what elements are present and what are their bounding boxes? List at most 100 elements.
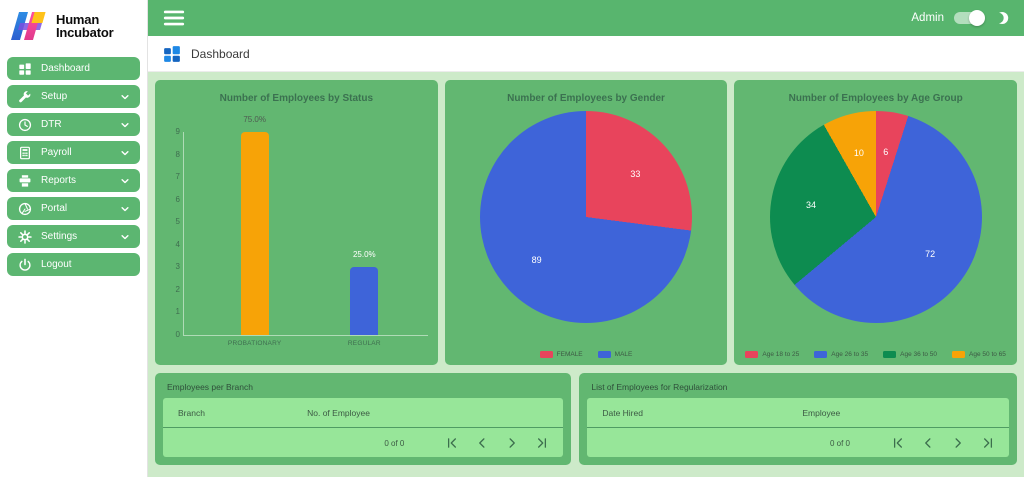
bar-regular[interactable] [350, 267, 379, 335]
table-card-branch: Employees per Branch Branch No. of Employe… [155, 373, 572, 465]
brand-name-line2: Incubator [56, 25, 114, 40]
y-axis-tick: 0 [175, 330, 180, 339]
sidebar-item-label: Logout [41, 259, 72, 270]
table-header-row: Branch No. of Employee [163, 398, 564, 428]
pie-value-label: 89 [531, 255, 542, 266]
pie-chart-age_group: 6 72 34 10 [769, 111, 982, 323]
first-page-icon[interactable] [446, 437, 458, 449]
column-header: Branch [178, 407, 205, 418]
sidebar-item-settings[interactable]: Settings [7, 225, 140, 248]
sidebar-item-portal[interactable]: Portal [7, 197, 140, 220]
prev-page-icon[interactable] [476, 437, 488, 449]
legend-item[interactable]: Age 50 to 65 [952, 351, 1006, 358]
toggle-knob[interactable] [969, 10, 985, 26]
chart-legend: FEMALE MALE [445, 351, 728, 358]
pagination-bar: 0 of 0 [163, 429, 563, 457]
bar-probationary[interactable] [240, 132, 269, 335]
y-axis-tick: 9 [175, 127, 180, 136]
bar-plot-area: 0 1 2 3 4 5 6 7 8 9 75.0% PROBATIONARY 25.0% REGULAR [176, 115, 428, 347]
column-header: Date Hired [602, 407, 643, 418]
chart-card-gender: Number of Employees by Gender 33 89 FEMALE M… [444, 80, 728, 365]
sidebar-item-dashboard[interactable]: Dashboard [7, 57, 140, 80]
legend-label: MALE [614, 351, 633, 358]
legend-swatch [745, 351, 759, 358]
pie-value-label: 10 [853, 148, 864, 159]
sidebar-item-label: Reports [41, 175, 77, 186]
gear-icon [17, 229, 32, 244]
sidebar-item-payroll[interactable]: Payroll [7, 141, 140, 164]
chevron-down-icon [119, 147, 131, 159]
legend-label: Age 50 to 65 [969, 351, 1006, 358]
chart-card-status: Number of Employees by Status 0 1 2 3 4 5 6 7 8 9 7… [155, 80, 438, 365]
legend-label: Age 36 to 50 [900, 351, 938, 358]
sidebar-item-label: Settings [41, 231, 78, 242]
table-header-row: Date Hired Employee [587, 398, 1009, 428]
chevron-down-icon [119, 91, 131, 103]
legend-swatch [952, 351, 966, 358]
column-header: Employee [802, 407, 841, 418]
legend-item[interactable]: Age 18 to 25 [745, 351, 799, 358]
y-axis-tick: 6 [175, 194, 180, 204]
user-name-label: Admin [911, 12, 944, 24]
last-page-icon[interactable] [536, 437, 548, 449]
legend-label: FEMALE [556, 351, 583, 358]
legend-swatch [883, 351, 897, 358]
dashboard-grid-icon [163, 45, 181, 63]
brand-logo-icon [10, 11, 49, 41]
topbar: Admin [148, 0, 1024, 36]
chevron-down-icon [119, 119, 131, 131]
dashboard-content: Number of Employees by Status 0 1 2 3 4 5 6 7 8 9 7… [148, 72, 1024, 477]
legend-item[interactable]: Age 36 to 50 [883, 351, 937, 358]
legend-item[interactable]: Age 26 to 35 [814, 351, 868, 358]
table: Branch No. of Employee 0 of 0 [163, 398, 564, 457]
table-title: List of Employees for Regularization [591, 382, 728, 392]
brand-logo: Human Incubator [0, 0, 147, 50]
y-axis-tick: 3 [175, 262, 180, 272]
legend-swatch [539, 351, 553, 358]
sidebar-item-label: DTR [41, 119, 62, 130]
clock-icon [17, 117, 32, 132]
legend-item[interactable]: MALE [597, 351, 633, 358]
brand-name: Human Incubator [56, 13, 114, 40]
legend-swatch [814, 351, 828, 358]
bar-percentage-label: 75.0% [243, 115, 266, 124]
pie-value-label: 72 [925, 248, 936, 259]
chart-title: Number of Employees by Gender [507, 93, 665, 104]
next-page-icon[interactable] [506, 437, 518, 449]
y-axis-tick: 8 [175, 149, 180, 159]
sidebar-item-setup[interactable]: Setup [7, 85, 140, 108]
table-title: Employees per Branch [167, 382, 253, 392]
pie-graphic[interactable] [480, 111, 692, 323]
power-icon [17, 257, 32, 272]
next-page-icon[interactable] [952, 437, 964, 449]
prev-page-icon[interactable] [922, 437, 934, 449]
pie-graphic[interactable] [769, 111, 982, 323]
chevron-down-icon [119, 231, 131, 243]
pie-chart-gender: 33 89 [480, 111, 692, 323]
sidebar-item-reports[interactable]: Reports [7, 169, 140, 192]
y-axis-tick: 4 [175, 239, 180, 249]
legend-item[interactable]: FEMALE [539, 351, 583, 358]
pie-value-label: 6 [883, 147, 889, 158]
sidebar-item-logout[interactable]: Logout [7, 253, 140, 276]
hamburger-menu-icon[interactable] [163, 9, 185, 27]
charts-row: Number of Employees by Status 0 1 2 3 4 5 6 7 8 9 7… [155, 80, 1018, 365]
chart-card-age_group: Number of Employees by Age Group 6 72 34 10 A… [734, 80, 1018, 365]
last-page-icon[interactable] [982, 437, 994, 449]
y-axis-tick: 5 [175, 217, 180, 227]
chevron-down-icon [119, 175, 131, 187]
x-axis-category-label: REGULAR [347, 340, 381, 347]
theme-toggle[interactable] [954, 10, 985, 26]
y-axis-tick: 1 [175, 307, 180, 317]
pie-value-label: 34 [806, 200, 817, 211]
page-title: Dashboard [191, 46, 250, 61]
sidebar-item-label: Setup [41, 91, 68, 102]
chevron-down-icon [119, 203, 131, 215]
first-page-icon[interactable] [892, 437, 904, 449]
sidebar-item-dtr[interactable]: DTR [7, 113, 140, 136]
pagination-count-label: 0 of 0 [829, 438, 850, 448]
sidebar-item-label: Dashboard [41, 63, 90, 74]
chart-title: Number of Employees by Age Group [788, 93, 963, 104]
moon-icon[interactable] [993, 10, 1009, 26]
legend-label: Age 26 to 35 [831, 351, 869, 358]
